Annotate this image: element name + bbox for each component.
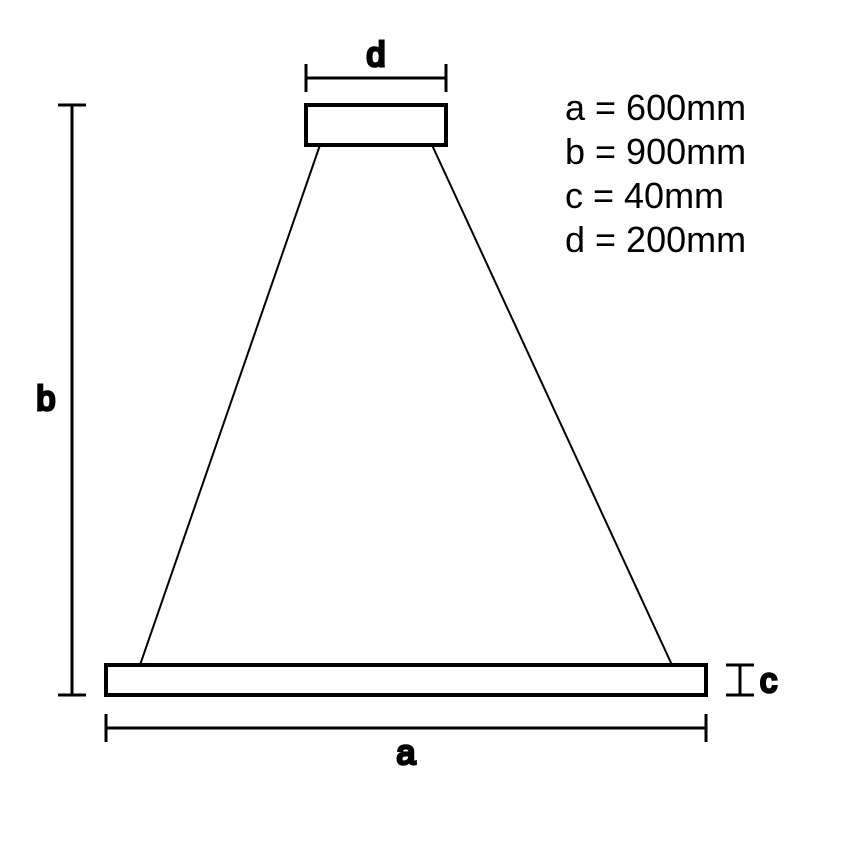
legend: a = 600mm b = 900mm c = 40mm d = 200mm bbox=[565, 87, 746, 260]
dimension-c: c bbox=[726, 662, 777, 700]
legend-a: a = 600mm bbox=[565, 87, 746, 128]
dimension-a: a bbox=[106, 714, 706, 772]
legend-d: d = 200mm bbox=[565, 219, 746, 260]
ceiling-mount bbox=[306, 105, 446, 145]
fixture-base bbox=[106, 665, 706, 695]
label-d: d bbox=[367, 36, 386, 74]
wire-left bbox=[140, 145, 320, 665]
label-c: c bbox=[760, 662, 777, 700]
legend-c: c = 40mm bbox=[565, 175, 724, 216]
dimension-diagram: a b c d a = 600mm b = 900mm c = 40mm d =… bbox=[0, 0, 868, 868]
label-b: b bbox=[37, 380, 56, 418]
label-a: a bbox=[397, 734, 416, 772]
legend-b: b = 900mm bbox=[565, 131, 746, 172]
dimension-d: d bbox=[306, 36, 446, 92]
dimension-b: b bbox=[37, 105, 86, 695]
